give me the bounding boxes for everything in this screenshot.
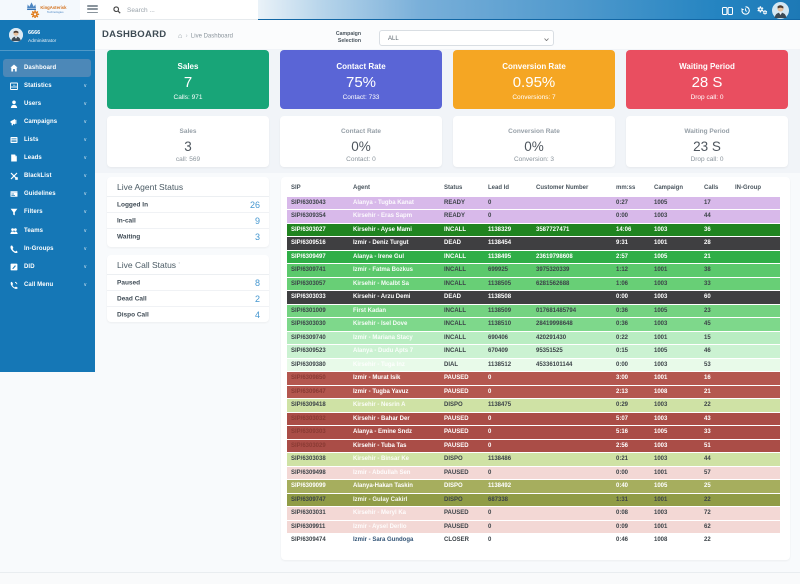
svg-text:KingAsterisk: KingAsterisk [40,4,67,9]
svg-text:Technologies: Technologies [47,10,64,14]
